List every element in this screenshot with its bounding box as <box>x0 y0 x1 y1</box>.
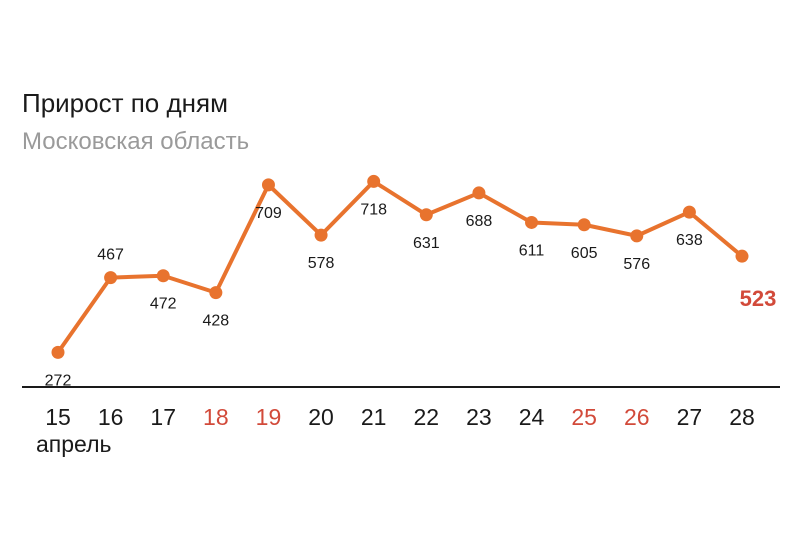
data-label: 611 <box>519 242 545 259</box>
data-label: 428 <box>202 313 229 330</box>
data-point <box>261 178 275 192</box>
chart-subtitle: Московская область <box>22 128 250 155</box>
x-tick-label: 24 <box>519 404 545 430</box>
data-label: 523 <box>740 286 777 311</box>
x-tick-label: 15 <box>45 404 71 430</box>
x-tick-label: 23 <box>466 404 492 430</box>
x-tick-label: 20 <box>308 404 334 430</box>
data-label: 718 <box>360 201 387 218</box>
data-label: 578 <box>308 255 335 272</box>
x-tick-label: 17 <box>150 404 176 430</box>
data-point <box>577 218 591 232</box>
data-point <box>525 215 539 229</box>
data-label: 272 <box>45 372 72 389</box>
data-label: 467 <box>97 247 124 264</box>
x-tick-label: 18 <box>203 404 229 430</box>
data-point <box>104 271 118 285</box>
data-point <box>314 228 328 242</box>
data-point <box>682 205 696 219</box>
data-point <box>630 229 644 243</box>
x-tick-label: 25 <box>571 404 597 430</box>
data-point <box>156 269 170 283</box>
x-tick-label: 26 <box>624 404 650 430</box>
x-tick-label: 21 <box>361 404 387 430</box>
data-point <box>472 186 486 200</box>
x-tick-label: 19 <box>256 404 282 430</box>
data-point <box>735 249 749 263</box>
data-label: 576 <box>623 256 650 273</box>
data-label: 688 <box>466 213 493 230</box>
x-tick-label: 16 <box>98 404 124 430</box>
data-point <box>419 208 433 222</box>
data-point <box>367 174 381 188</box>
data-label: 472 <box>150 296 177 313</box>
chart-title: Прирост по дням <box>22 88 228 118</box>
data-label: 605 <box>571 245 598 262</box>
data-point <box>209 286 223 300</box>
series-line <box>56 179 744 354</box>
x-axis-label: апрель <box>36 431 111 457</box>
x-tick-label: 28 <box>729 404 755 430</box>
data-point <box>51 345 65 359</box>
data-label: 631 <box>413 235 440 252</box>
x-tick-label: 27 <box>677 404 703 430</box>
data-label: 709 <box>255 205 282 222</box>
x-tick-label: 22 <box>414 404 440 430</box>
data-label: 638 <box>676 232 703 249</box>
